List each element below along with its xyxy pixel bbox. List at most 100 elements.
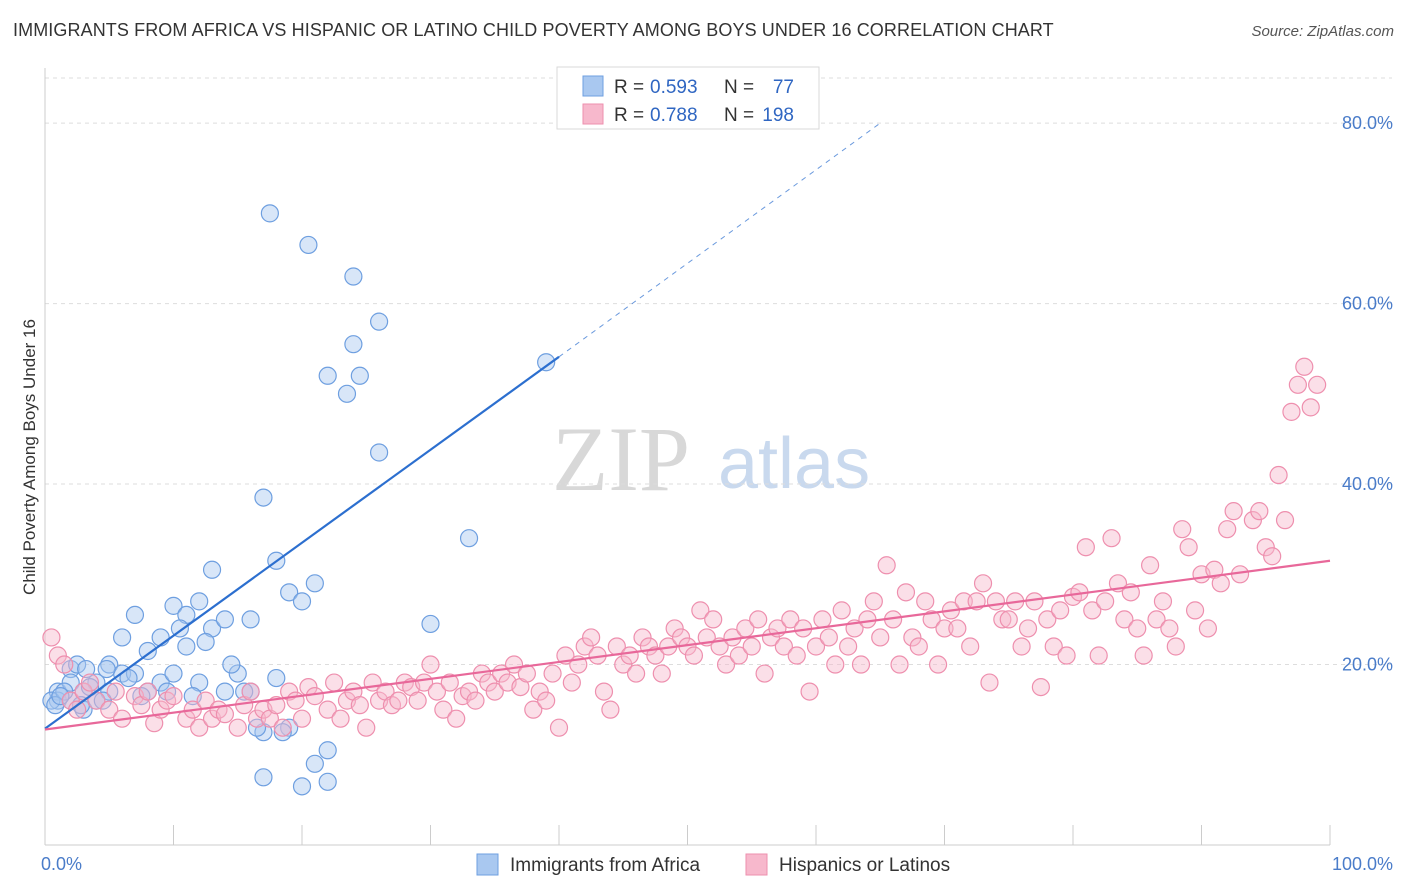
legend-r-label: R = — [614, 105, 644, 126]
data-point — [1179, 538, 1198, 557]
data-point — [646, 646, 665, 665]
data-point — [1115, 610, 1134, 629]
data-point — [851, 655, 871, 674]
data-point — [704, 610, 723, 629]
data-point — [1198, 619, 1218, 638]
data-point — [215, 705, 234, 724]
data-point — [1057, 646, 1076, 665]
data-point — [68, 700, 87, 719]
y-tick-label: 20.0% — [1342, 655, 1393, 675]
data-point — [691, 601, 710, 620]
data-point — [55, 655, 74, 674]
data-point — [215, 610, 234, 629]
data-point — [318, 366, 337, 385]
data-point — [119, 668, 138, 688]
data-point — [973, 574, 993, 593]
data-point — [357, 718, 376, 737]
legend-label: Immigrants from Africa — [510, 855, 700, 876]
data-point — [1153, 592, 1173, 611]
data-point — [961, 637, 980, 656]
data-point — [1173, 520, 1192, 539]
legend-swatch — [582, 75, 604, 97]
watermark-zip: ZIP — [552, 408, 690, 510]
data-point — [1211, 574, 1230, 593]
data-point — [537, 691, 556, 710]
data-point — [1224, 502, 1243, 521]
data-point — [1076, 538, 1095, 557]
data-point — [858, 610, 877, 629]
legend-n-label: N = — [724, 77, 754, 98]
data-point — [267, 696, 286, 715]
legend-n-value: 198 — [762, 105, 794, 126]
data-point — [151, 673, 170, 692]
legend-swatch — [582, 103, 604, 125]
data-point — [170, 619, 190, 638]
data-point — [1166, 637, 1185, 656]
data-point — [190, 592, 209, 611]
trend-line-1 — [44, 355, 560, 730]
data-point — [819, 628, 838, 647]
data-point — [903, 628, 922, 647]
data-point — [97, 659, 116, 679]
data-point — [1018, 619, 1038, 638]
data-point — [806, 637, 826, 656]
data-point — [1038, 610, 1057, 629]
data-point — [787, 646, 806, 665]
data-point — [864, 592, 883, 611]
data-point — [440, 673, 459, 692]
data-point — [980, 673, 999, 692]
data-point — [466, 691, 485, 710]
data-point — [729, 646, 749, 665]
data-point — [1128, 619, 1147, 638]
data-point — [280, 583, 299, 602]
data-point — [138, 641, 157, 661]
data-point — [196, 632, 215, 652]
data-point — [164, 596, 183, 615]
data-point — [151, 628, 170, 647]
data-point — [459, 682, 479, 701]
data-point — [331, 709, 350, 728]
y-tick-label: 60.0% — [1342, 294, 1393, 314]
data-point — [421, 655, 440, 674]
data-point — [1301, 398, 1320, 417]
data-point — [601, 700, 620, 719]
y-tick-labels: 20.0% 40.0% 60.0% 80.0% — [1342, 113, 1393, 674]
data-point — [530, 682, 549, 701]
trend-lines — [44, 122, 1331, 731]
data-point — [112, 628, 132, 647]
data-point — [1044, 637, 1063, 656]
data-point — [922, 610, 941, 629]
legend-label: Hispanics or Latinos — [779, 855, 950, 876]
data-point — [305, 754, 324, 773]
data-point — [524, 700, 543, 719]
data-point — [177, 637, 196, 656]
data-point — [106, 682, 125, 701]
data-point — [273, 723, 292, 742]
data-point — [1269, 465, 1288, 485]
legend-n-value: 77 — [773, 77, 794, 98]
data-point — [948, 619, 967, 638]
data-point — [370, 443, 389, 462]
legend-r-value: 0.593 — [650, 77, 698, 98]
data-point — [241, 682, 260, 701]
data-point — [305, 687, 324, 706]
data-point — [716, 655, 736, 674]
data-point — [427, 682, 447, 701]
data-point — [935, 619, 954, 638]
data-point — [993, 610, 1012, 629]
data-point — [1263, 547, 1282, 566]
gridlines — [45, 77, 1392, 666]
data-point — [1185, 601, 1205, 620]
chart-title: IMMIGRANTS FROM AFRICA VS HISPANIC OR LA… — [13, 20, 1054, 40]
data-point — [292, 777, 312, 796]
series-immigrants-from-africa-points — [42, 204, 556, 796]
data-point — [1250, 502, 1269, 521]
data-point — [909, 637, 928, 656]
axes — [44, 68, 1331, 846]
data-point — [286, 691, 305, 710]
data-point — [292, 592, 312, 611]
watermark-atlas: atlas — [718, 424, 870, 504]
data-point — [350, 366, 369, 385]
data-point — [1083, 601, 1102, 620]
data-point — [755, 664, 774, 683]
